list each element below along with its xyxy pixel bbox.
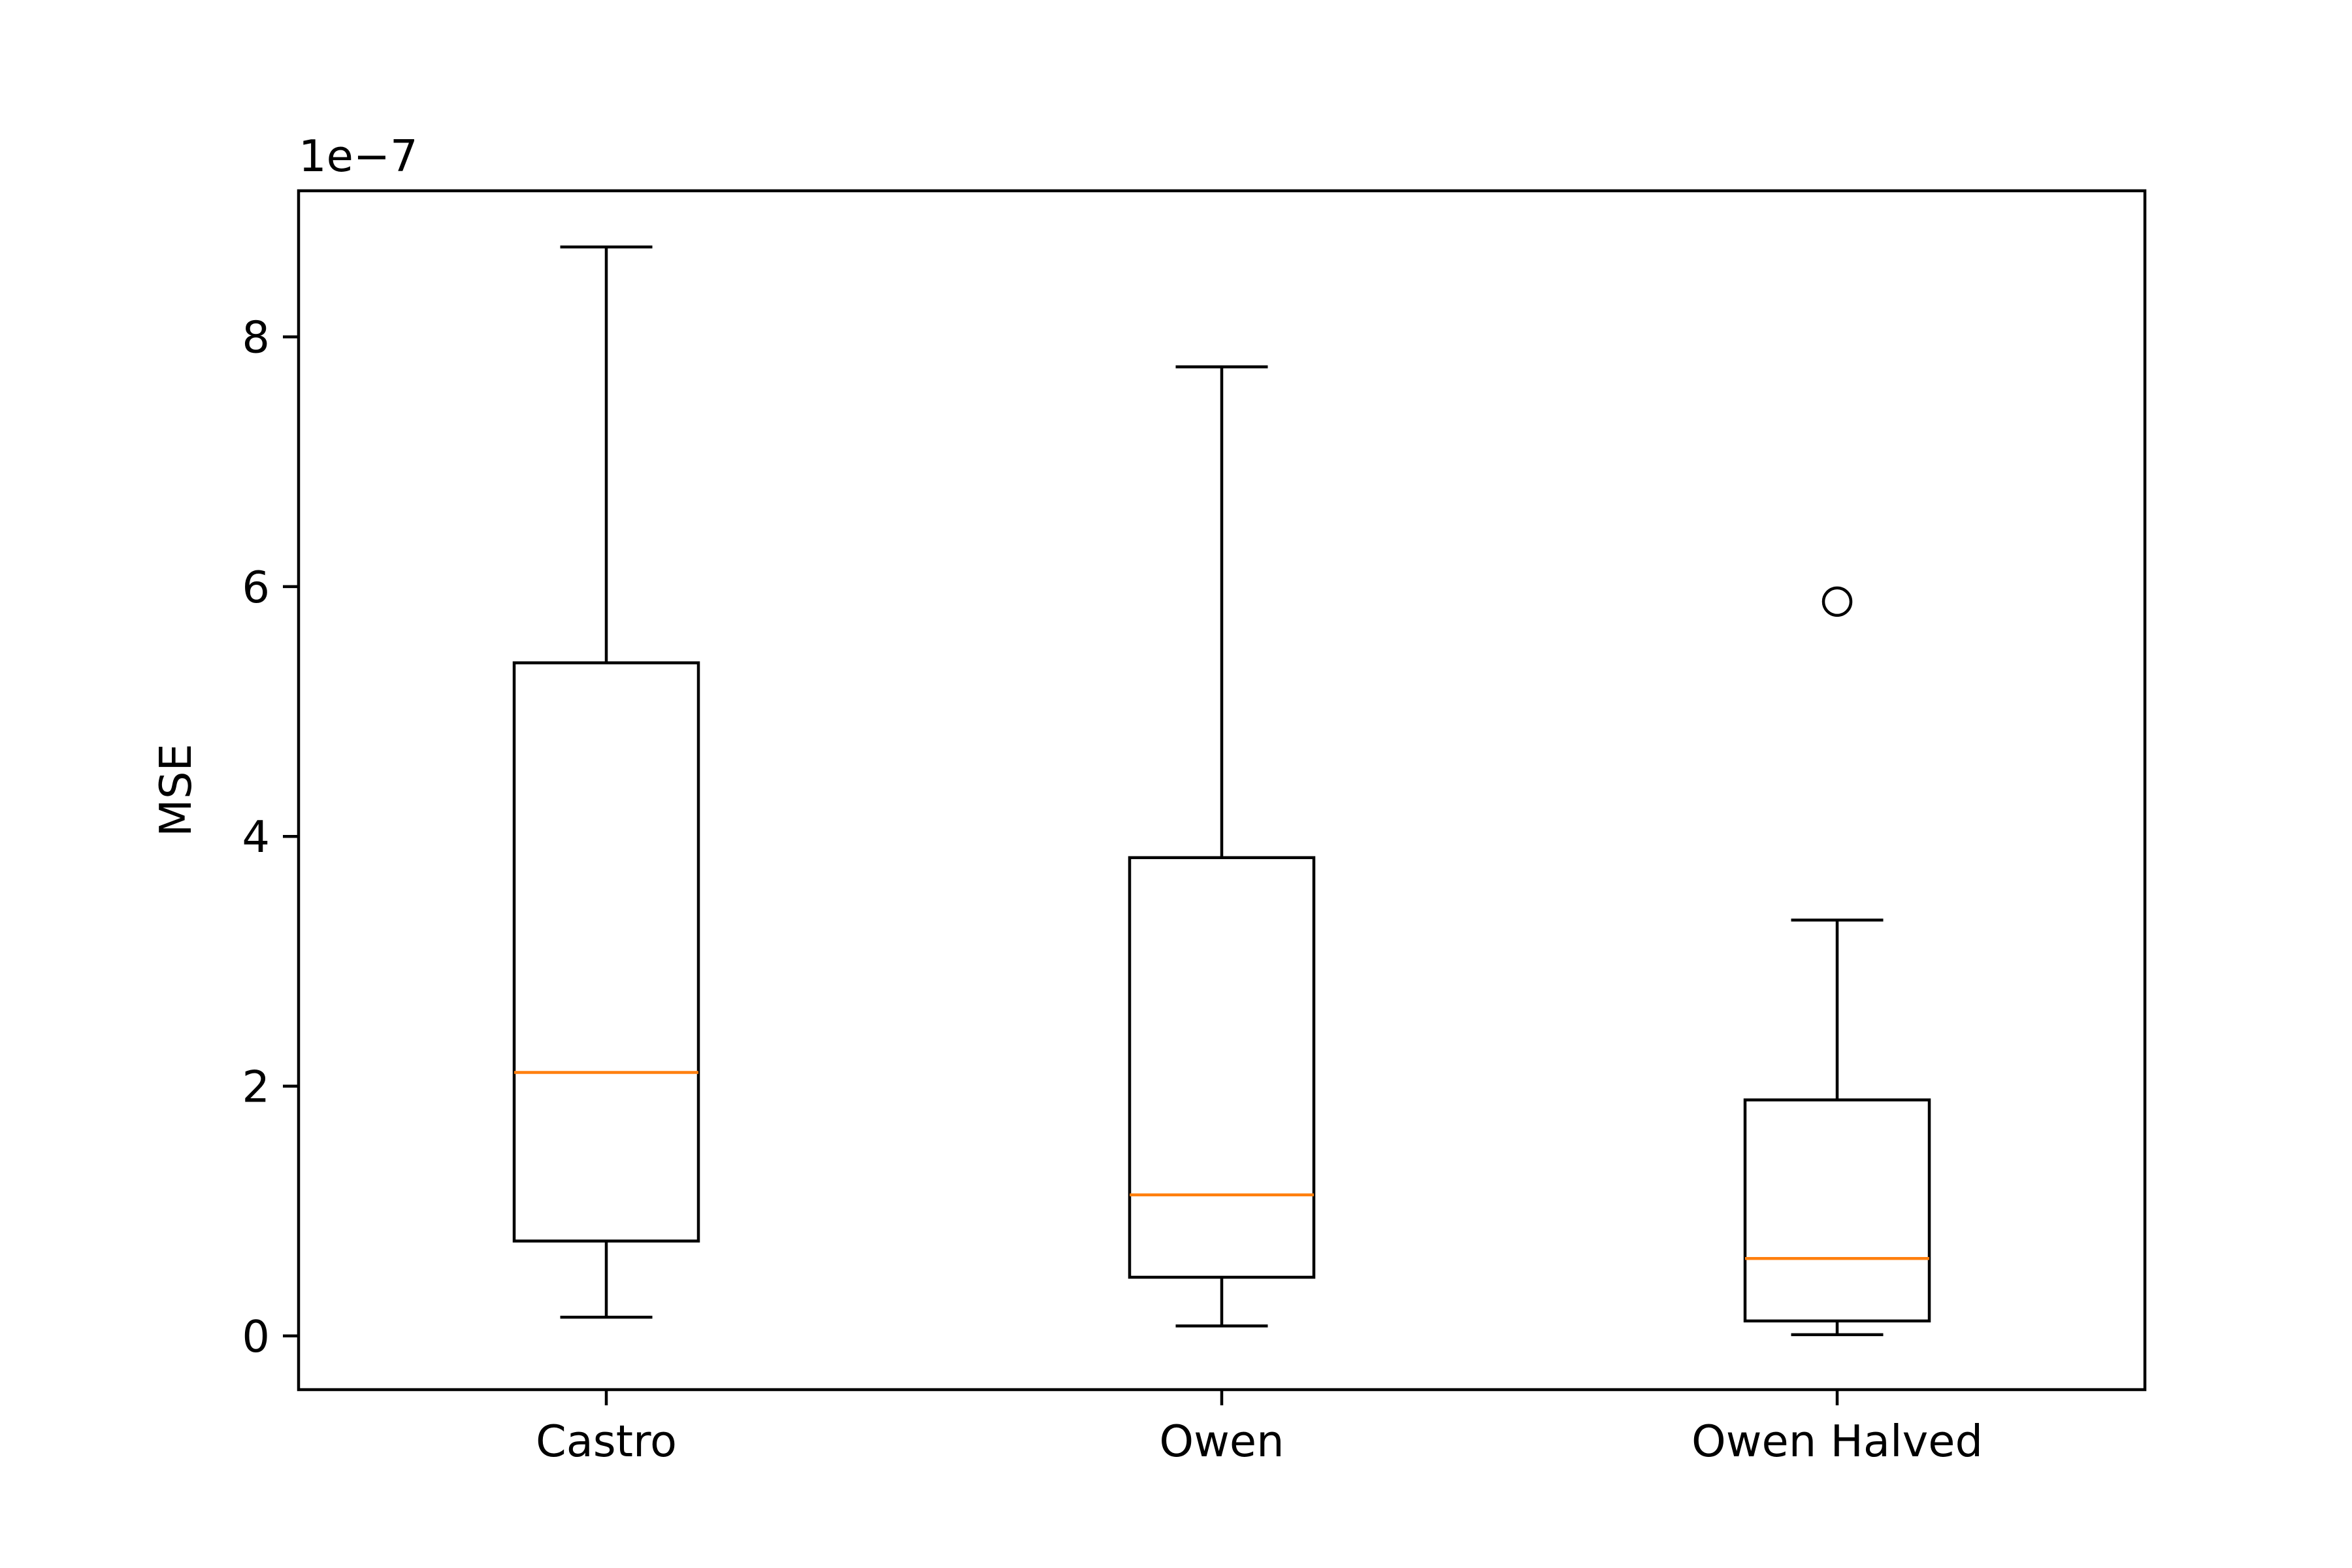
outlier-point xyxy=(1821,586,1853,617)
x-tick-label: Owen Halved xyxy=(1691,1416,1983,1467)
y-tick-label: 6 xyxy=(242,562,270,613)
y-axis-ticks: 0 2 4 6 8 xyxy=(242,312,299,1362)
y-tick-label: 8 xyxy=(242,312,270,363)
box-owen-halved xyxy=(1743,586,1931,1337)
box-owen xyxy=(1128,365,1316,1328)
iqr-box xyxy=(1743,1098,1931,1323)
y-tick-label: 4 xyxy=(242,811,270,862)
x-tick-label: Castro xyxy=(536,1416,677,1467)
iqr-box xyxy=(512,661,700,1243)
box-series xyxy=(512,245,1931,1337)
y-axis-label: MSE xyxy=(150,743,201,837)
x-tick-label: Owen xyxy=(1159,1416,1284,1467)
y-tick-label: 0 xyxy=(242,1311,270,1362)
box-castro xyxy=(512,245,700,1319)
y-axis-scale-label: 1e−7 xyxy=(299,131,418,182)
iqr-box xyxy=(1128,856,1316,1279)
y-tick-label: 2 xyxy=(242,1062,270,1113)
x-axis-ticks: Castro Owen Owen Halved xyxy=(536,1390,1983,1467)
